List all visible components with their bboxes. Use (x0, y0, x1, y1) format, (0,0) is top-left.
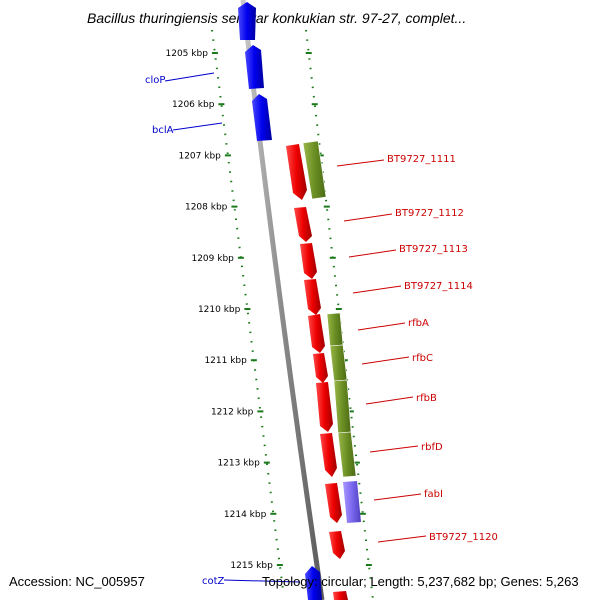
gene-arrow-red[interactable] (308, 314, 325, 353)
gene-arrow-red[interactable] (286, 144, 307, 200)
label-leader (343, 213, 393, 222)
ruler-label: 1211 kbp (204, 356, 247, 366)
map-title: Bacillus thuringiensis serovar konkukian… (87, 10, 466, 26)
ruler-rails (211, 29, 374, 600)
gene-arrow-red[interactable] (320, 433, 337, 477)
right-gene-labels: BT9727_1111 BT9727_1112 BT9727_1113 BT97… (336, 154, 498, 543)
ruler-label: 1206 kbp (172, 100, 215, 110)
gene-arrow-blue[interactable] (238, 2, 256, 40)
gene-block-purple[interactable] (343, 481, 361, 523)
ruler-label: 1212 kbp (211, 407, 254, 417)
ruler-label: 1208 kbp (185, 203, 228, 213)
gene-block-olive[interactable] (326, 312, 344, 347)
gene-arrow-red[interactable] (316, 382, 333, 432)
ruler-rail (305, 29, 374, 600)
gene-arrow-red[interactable] (294, 207, 312, 242)
accession-label: Accession: NC_005957 (9, 574, 145, 589)
ruler-label: 1213 kbp (217, 459, 260, 469)
label-leader (352, 285, 402, 294)
gene-label-bt9727-1120[interactable]: BT9727_1120 (429, 532, 498, 543)
gene-features (238, 2, 361, 600)
gene-block-olive[interactable] (337, 431, 357, 478)
gene-label-bclA[interactable]: bclA (152, 125, 174, 136)
label-leader (172, 122, 223, 131)
gene-label-cotZ[interactable]: cotZ (202, 576, 225, 587)
label-leader (348, 249, 397, 258)
gene-label-bt9727-1112[interactable]: BT9727_1112 (395, 208, 464, 219)
label-leader (377, 535, 427, 543)
ruler-label: 1215 kbp (230, 561, 273, 571)
gene-label-cloP[interactable]: cloP (145, 75, 165, 86)
ruler-label: 1210 kbp (198, 305, 241, 315)
left-gene-labels: cloP bclA cotZ (145, 72, 301, 587)
gene-label-rfbB[interactable]: rfbB (416, 393, 437, 404)
gene-arrow-red[interactable] (300, 243, 317, 279)
gene-label-bt9727-1114[interactable]: BT9727_1114 (404, 281, 473, 292)
gene-arrow-red[interactable] (333, 591, 348, 600)
gene-label-fabI[interactable]: fabI (424, 489, 443, 500)
gene-label-rfbA[interactable]: rfbA (408, 318, 429, 329)
gene-arrow-red[interactable] (325, 483, 342, 523)
gene-label-rfbC[interactable]: rfbC (412, 353, 433, 364)
gene-arrow-blue[interactable] (252, 94, 272, 141)
label-leader (361, 356, 410, 365)
ruler-label: 1205 kbp (166, 49, 209, 59)
label-leader (357, 322, 406, 331)
ruler: 1205 kbp 1206 kbp 1207 kbp 1208 kbp 1209 kbp… (166, 49, 372, 571)
topology-label: Topology: circular; Length: 5,237,682 bp… (262, 574, 579, 589)
label-leader (336, 159, 385, 167)
gene-arrow-red[interactable] (304, 279, 321, 315)
label-leader (373, 493, 422, 501)
ruler-label: 1214 kbp (224, 510, 267, 520)
label-leader (164, 72, 215, 82)
gene-arrow-red[interactable] (313, 353, 328, 383)
gene-block-olive[interactable] (333, 379, 352, 434)
gene-label-rbfD[interactable]: rbfD (421, 442, 443, 453)
label-leader (223, 579, 301, 583)
gene-block-olive[interactable] (329, 344, 348, 382)
gene-arrow-red[interactable] (329, 531, 345, 559)
gene-block-olive[interactable] (302, 140, 327, 200)
ruler-label: 1209 kbp (191, 254, 234, 264)
gene-label-bt9727-1113[interactable]: BT9727_1113 (399, 244, 468, 255)
label-leader (369, 445, 419, 453)
gene-label-bt9727-1111[interactable]: BT9727_1111 (387, 154, 456, 165)
gene-arrow-blue[interactable] (245, 45, 264, 89)
ruler-label: 1207 kbp (178, 151, 221, 161)
label-leader (365, 396, 414, 405)
gene-arrow-blue[interactable] (305, 566, 322, 600)
